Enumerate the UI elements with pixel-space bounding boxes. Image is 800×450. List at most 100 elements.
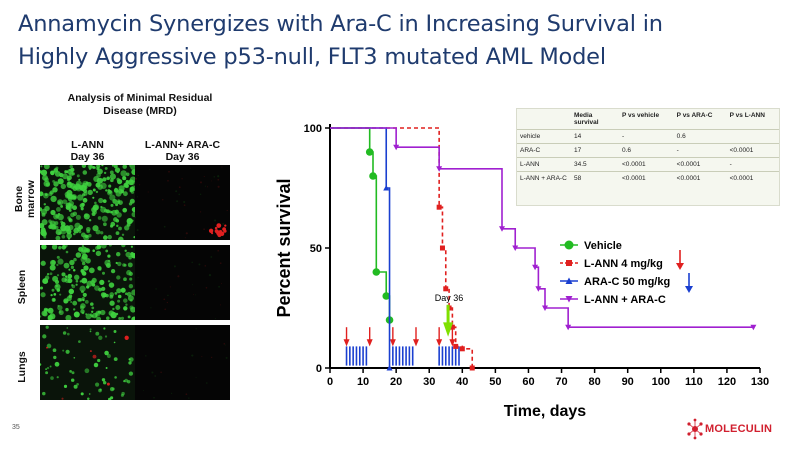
data-point-l-ann [453,343,459,349]
mrd-row-label-lungs: Lungs [16,322,28,412]
mrd-title-line1: Analysis of Minimal Residual [67,92,213,104]
series-line-0 [330,127,391,320]
table-header-row: Media survival P vs vehicle P vs ARA-C P… [517,109,779,130]
data-point-combo [565,324,572,331]
series-line-3 [330,127,754,328]
row-line1: Lungs [16,351,28,383]
x-tick-label: 130 [751,376,769,388]
mrd-image-lungs-l-ann [40,325,135,400]
x-tick-label: 40 [456,376,468,388]
table-cell: 0.6 [619,143,674,158]
x-tick-label: 20 [390,376,402,388]
data-point-combo [512,245,519,251]
legend-marker [565,277,573,284]
table-cell: - [619,129,674,144]
legend-marker [565,296,573,303]
mrd-image-spleen-l-ann [40,245,135,320]
table-row: L-ANN + ARA-C 58 <0.0001 <0.0001 <0.0001 [517,171,779,185]
x-tick-label: 110 [685,376,703,388]
table-cell: <0.0001 [673,171,727,185]
table-cell: <0.0001 [726,171,779,185]
data-point-l-ann [469,365,475,371]
data-point-l-ann [443,286,449,292]
column-line2: Day 36 [70,151,105,163]
table-cell: - [726,157,779,172]
legend-blue-arrowhead [685,286,693,293]
data-point-l-ann [436,204,442,210]
company-logo: MOLECULIN [686,417,796,441]
table-header-cell: P vs vehicle [622,112,660,119]
x-tick-label: 70 [555,376,567,388]
table-cell: 17 [571,143,619,158]
slide-title-line1: Annamycin Synergizes with Ara-C in Incre… [18,11,663,37]
l-ann-dose-arrowhead [343,339,350,347]
data-point-ara-c [386,365,393,371]
table-cell [726,129,779,144]
logo-text: MOLECULIN [705,423,773,435]
x-tick-label: 10 [357,376,369,388]
column-line2: Day 36 [165,151,200,163]
row-line1: Bone [13,185,25,213]
legend-red-arrowhead [676,263,684,270]
y-tick-label: 0 [316,363,322,375]
data-point-combo [535,286,542,292]
table-cell: L-ANN + ARA-C [517,171,571,185]
legend-label: ARA-C 50 mg/kg [584,276,670,288]
mrd-image-spleen-combo [135,245,230,320]
mrd-row-label-bone-marrow: Bone marrow [13,154,37,244]
mrd-column-header-l-ann: L-ANN Day 36 [40,139,135,163]
x-tick-label: 80 [588,376,600,388]
data-point-l-ann [449,324,455,330]
x-tick-label: 100 [652,376,670,388]
x-axis-label: Time, days [504,403,587,420]
y-tick-label: 100 [304,123,322,135]
table-cell: ARA-C [517,143,571,158]
day-36-arrowhead [443,322,454,337]
data-point-combo [542,305,548,311]
x-tick-label: 120 [718,376,736,388]
table-row: L-ANN 34.5 <0.0001 <0.0001 - [517,157,779,172]
slide-title-line2: Highly Aggressive p53-null, FLT3 mutated… [18,44,606,70]
table-cell: 34.5 [571,157,619,172]
series-line-2 [330,127,391,368]
data-point-vehicle [365,148,374,156]
data-point-l-ann [459,346,465,352]
slide-title: Annamycin Synergizes with Ara-C in Incre… [18,8,788,74]
legend-marker [566,260,572,266]
data-point-vehicle [372,268,381,276]
data-point-vehicle [369,172,377,180]
l-ann-dose-arrowhead [449,339,456,347]
column-line1: L-ANN [71,139,104,151]
legend-label: Vehicle [584,240,622,252]
data-point-combo [436,166,443,172]
table-cell: <0.0001 [619,157,674,172]
data-point-combo [532,264,539,271]
data-point-combo [393,144,400,151]
x-tick-label: 0 [327,376,333,388]
legend-label: L-ANN 4 mg/kg [584,258,663,270]
x-tick-label: 50 [489,376,501,388]
mrd-column-header-combo: L-ANN+ ARA-C Day 36 [135,139,230,163]
survival-table: Media survival P vs vehicle P vs ARA-C P… [516,108,780,206]
table-cell: 14 [571,129,619,144]
mrd-title-line2: Disease (MRD) [103,105,177,117]
data-point-l-ann [439,245,445,251]
table-cell: <0.0001 [726,143,779,158]
table-cell: 0.6 [673,129,727,144]
mrd-image-bone-marrow-l-ann [40,165,135,240]
row-line2: marrow [25,180,37,218]
mrd-row-label-spleen: Spleen [16,242,28,332]
table-cell: L-ANN [517,157,571,172]
series-line-1 [330,127,474,368]
table-header-cell [517,109,571,130]
table-cell: vehicle [517,129,571,144]
l-ann-dose-arrowhead [413,339,419,347]
x-tick-label: 90 [622,376,634,388]
l-ann-dose-arrowhead [389,339,396,347]
y-tick-label: 50 [310,243,322,255]
mrd-image-bone-marrow-combo [135,165,230,240]
table-header-cell: P vs ARA-C [676,112,713,119]
data-point-vehicle [382,292,391,300]
mrd-title: Analysis of Minimal Residual Disease (MR… [40,92,240,118]
y-axis-label: Percent survival [274,178,294,317]
